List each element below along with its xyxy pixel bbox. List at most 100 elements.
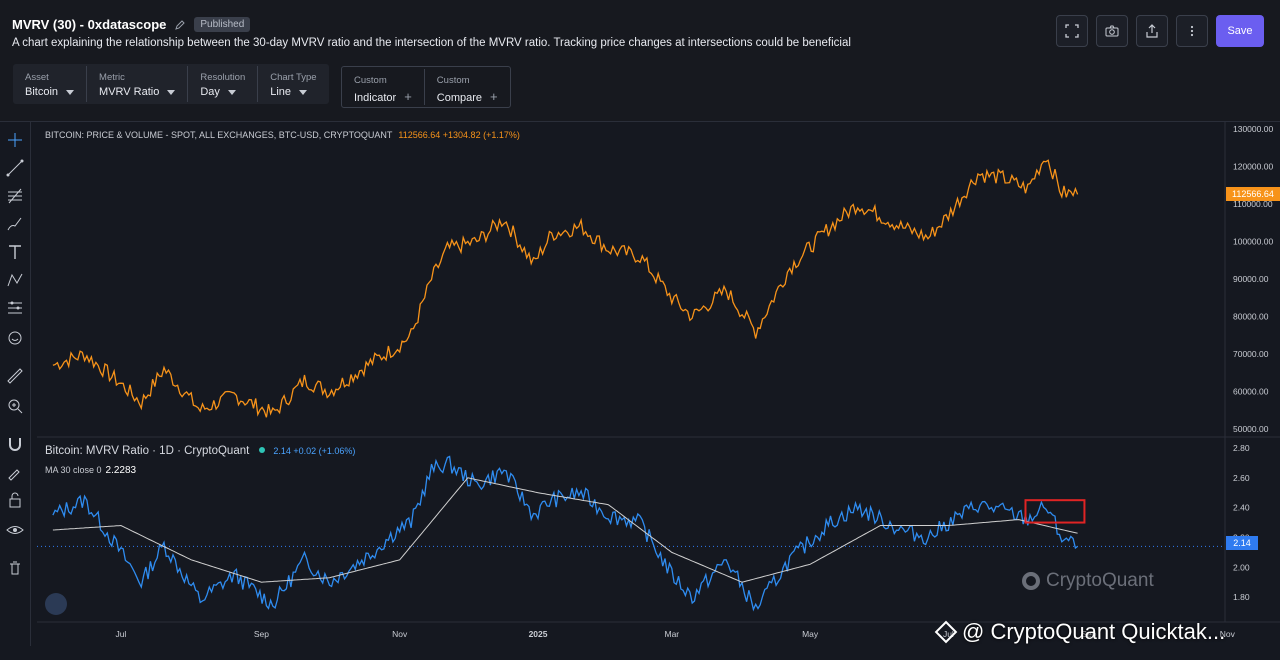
price-ytick-8: 50000.00 [1233, 424, 1269, 434]
chevron-down-icon [227, 89, 236, 95]
edit-icon[interactable] [174, 19, 186, 31]
metric-value: MVRV Ratio [99, 86, 160, 98]
chart-description: A chart explaining the relationship betw… [12, 37, 851, 49]
metric-select[interactable]: Metric MVRV Ratio [87, 66, 189, 102]
x-tick-2: Nov [392, 629, 408, 639]
x-tick-4: Mar [664, 629, 679, 639]
custom-compare-button[interactable]: Custom Compare + [425, 69, 510, 105]
price-ytick-7: 60000.00 [1233, 387, 1269, 397]
fullscreen-icon [1065, 24, 1079, 38]
status-dot [259, 447, 266, 453]
price-legend-title: BITCOIN: PRICE & VOLUME - SPOT, ALL EXCH… [45, 130, 393, 140]
plus-icon: + [490, 89, 498, 104]
price-series-line [52, 159, 1079, 418]
eye-icon[interactable] [5, 520, 25, 540]
x-tick-1: Sep [254, 629, 269, 639]
mvrv-panel-bg [37, 438, 1225, 622]
chart-type-select[interactable]: Chart Type Line [258, 66, 328, 102]
mvrv-ytick-0: 2.80 [1233, 443, 1250, 453]
header-bar: MVRV (30) - 0xdatascope Published A char… [0, 0, 1280, 122]
snapshot-button[interactable] [1096, 15, 1128, 47]
watermark: CryptoQuant [1022, 570, 1154, 592]
lock-icon[interactable] [5, 490, 25, 510]
x-tick-3: 2025 [529, 629, 548, 639]
ma-legend-value: 2.2283 [105, 465, 137, 476]
custom-indicator-label: Custom [354, 75, 387, 86]
price-ytick-6: 70000.00 [1233, 349, 1269, 359]
price-ytick-3: 100000.00 [1233, 237, 1273, 247]
mvrv-legend: Bitcoin: MVRV Ratio · 1D · CryptoQuant 2.… [45, 445, 355, 457]
page-title: MVRV (30) - 0xdatascope [12, 17, 167, 32]
custom-controls: Custom Indicator + Custom Compare + [341, 66, 511, 108]
last-mvrv-tag: 2.14 [1226, 536, 1258, 550]
chevron-down-icon [167, 89, 176, 95]
drawing-toolbar [0, 122, 31, 660]
x-tick-6: Jul [943, 629, 954, 639]
credit-text: @ CryptoQuant Quicktak... [962, 619, 1226, 644]
price-panel-bg [37, 122, 1225, 436]
chart-type-value: Line [270, 86, 292, 98]
chart-type-label: Chart Type [270, 72, 317, 83]
asset-value: Bitcoin [25, 86, 59, 98]
mvrv-legend-value: 2.14 +0.02 (+1.06%) [273, 446, 356, 456]
price-ytick-5: 80000.00 [1233, 312, 1269, 322]
lock-draw-icon[interactable] [5, 462, 25, 482]
more-button[interactable] [1176, 15, 1208, 47]
emoji-icon[interactable] [5, 328, 25, 348]
x-tick-7: Sep [1081, 629, 1096, 639]
crosshair-icon[interactable] [5, 130, 25, 150]
x-tick-8: Nov [1220, 629, 1236, 639]
fullscreen-button[interactable] [1056, 15, 1088, 47]
save-button[interactable]: Save [1216, 15, 1264, 47]
camera-icon [1105, 25, 1119, 37]
credit-overlay: @ CryptoQuant Quicktak... [934, 619, 1226, 645]
asset-label: Asset [25, 72, 49, 83]
custom-compare-value: Compare [436, 92, 483, 104]
share-button[interactable] [1136, 15, 1168, 47]
resolution-select[interactable]: Resolution Day [188, 66, 259, 102]
binance-logo-icon [934, 620, 958, 644]
price-ytick-0: 130000.00 [1233, 124, 1273, 134]
mvrv-ytick-1: 2.60 [1233, 473, 1250, 483]
mvrv-ytick-4: 2.00 [1233, 562, 1250, 572]
ruler-icon[interactable] [5, 366, 25, 386]
brush-icon[interactable] [5, 214, 25, 234]
pattern-icon[interactable] [5, 270, 25, 290]
more-icon [1190, 25, 1194, 37]
trash-icon[interactable] [5, 558, 25, 578]
resolution-value: Day [200, 86, 220, 98]
mvrv-ytick-2: 2.40 [1233, 503, 1250, 513]
custom-indicator-value: Indicator [354, 92, 397, 104]
asset-select[interactable]: Asset Bitcoin [13, 66, 88, 102]
ma-legend: MA 30 close 0 2.2283 [45, 465, 136, 476]
chevron-down-icon [66, 89, 75, 95]
cryptoquant-logo-icon [1022, 572, 1040, 590]
plus-icon: + [404, 89, 412, 104]
ma30-series-line [52, 477, 1078, 583]
price-ytick-4: 90000.00 [1233, 274, 1269, 284]
zoom-icon[interactable] [5, 396, 25, 416]
bottom-bar [30, 646, 1280, 660]
price-ytick-2: 110000.00 [1233, 199, 1273, 209]
chevron-down-icon [299, 89, 308, 95]
cloud-icon[interactable] [45, 593, 67, 615]
metric-label: Metric [99, 72, 125, 83]
share-icon [1146, 24, 1158, 38]
x-tick-0: Jul [115, 629, 126, 639]
fib-icon[interactable] [5, 186, 25, 206]
magnet-icon[interactable] [5, 434, 25, 454]
mvrv-ytick-5: 1.80 [1233, 592, 1250, 602]
status-badge: Published [194, 17, 251, 32]
measure-icon[interactable] [5, 298, 25, 318]
price-legend-value: 112566.64 +1304.82 (+1.17%) [398, 130, 520, 140]
custom-indicator-button[interactable]: Custom Indicator + [342, 69, 425, 105]
trendline-icon[interactable] [5, 158, 25, 178]
price-ytick-1: 120000.00 [1233, 162, 1273, 172]
chart-controls: Asset Bitcoin Metric MVRV Ratio Resoluti… [13, 64, 329, 104]
watermark-text: CryptoQuant [1046, 570, 1154, 591]
mvrv-series-line [52, 455, 1078, 612]
custom-compare-label: Custom [436, 75, 470, 86]
text-icon[interactable] [5, 242, 25, 262]
mvrv-legend-title: Bitcoin: MVRV Ratio · 1D · CryptoQuant [45, 445, 250, 457]
